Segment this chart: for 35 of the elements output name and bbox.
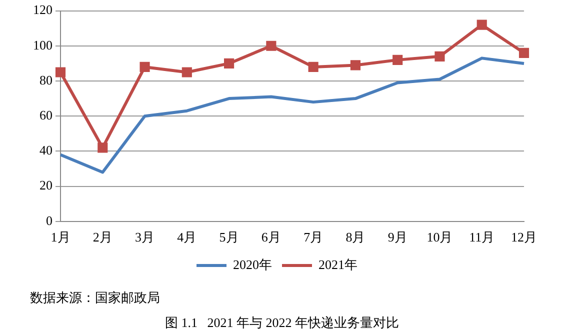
point (224, 58, 234, 68)
x-tick-label: 12月 (511, 230, 537, 245)
point (308, 62, 318, 72)
legend-label: 2021年 (318, 256, 358, 272)
point (182, 67, 192, 78)
x-tick-label: 11月 (469, 230, 495, 245)
point (55, 67, 66, 78)
x-tick-label: 5月 (219, 230, 239, 245)
x-tick-label: 4月 (177, 230, 197, 245)
x-tick-label: 6月 (261, 230, 281, 245)
y-tick-label: 120 (33, 2, 52, 18)
point (434, 51, 445, 62)
x-tick-label: 10月 (426, 230, 453, 245)
point (98, 142, 108, 153)
x-tick-label: 9月 (388, 230, 408, 245)
y-tick-label: 20 (40, 178, 52, 193)
y-tick-label: 100 (33, 37, 52, 52)
x-tick-label: 3月 (135, 230, 155, 245)
y-tick-label: 60 (40, 108, 52, 123)
x-tick-label: 7月 (304, 230, 324, 245)
x-tick-label: 8月 (346, 230, 366, 245)
point (518, 48, 530, 58)
point (350, 60, 360, 70)
y-tick-label: 40 (40, 142, 52, 158)
point (140, 62, 150, 72)
caption: 图 1.1 2021 年与 2022 年快递业务量对比 (164, 314, 400, 332)
source-note: 数据来源：国家邮政局 (30, 289, 160, 307)
x-tick-label: 2月 (92, 230, 112, 245)
point (266, 40, 276, 51)
x-tick-label: 1月 (50, 230, 70, 245)
y-tick-label: 80 (40, 72, 52, 88)
point (476, 20, 487, 30)
point (392, 54, 403, 65)
y-tick-label: 0 (46, 212, 52, 228)
legend-label: 2020年 (233, 256, 272, 272)
